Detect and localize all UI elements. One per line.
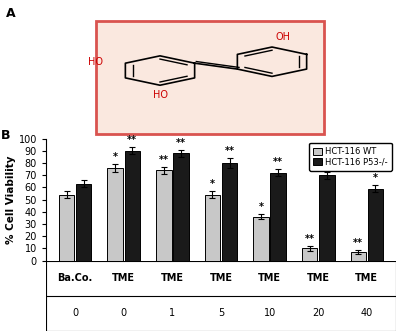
Bar [253, 217, 269, 261]
Bar [222, 163, 237, 261]
Bar [205, 195, 220, 261]
Bar [350, 252, 366, 261]
Text: 40: 40 [361, 308, 373, 318]
Bar [368, 189, 383, 261]
Bar [108, 168, 123, 261]
Text: **: ** [224, 146, 234, 156]
Bar [173, 153, 189, 261]
Text: **: ** [273, 157, 283, 167]
Y-axis label: % Cell Viability: % Cell Viability [6, 155, 16, 244]
Text: **: ** [176, 138, 186, 148]
Text: 0: 0 [72, 308, 78, 318]
Bar [156, 170, 172, 261]
Text: **: ** [159, 155, 169, 165]
Text: HO: HO [152, 91, 168, 101]
Text: 5: 5 [218, 308, 224, 318]
Bar [270, 173, 286, 261]
Text: HO: HO [88, 57, 103, 67]
Text: **: ** [127, 135, 137, 145]
Text: OH: OH [276, 32, 291, 42]
Text: 20: 20 [312, 308, 324, 318]
Text: TME: TME [112, 273, 135, 283]
Text: 1: 1 [169, 308, 176, 318]
Bar [302, 248, 318, 261]
Bar [124, 151, 140, 261]
FancyBboxPatch shape [96, 21, 324, 134]
Text: TME: TME [307, 273, 330, 283]
Text: 0: 0 [121, 308, 127, 318]
Text: *: * [210, 179, 215, 189]
Text: B: B [0, 129, 10, 142]
Text: **: ** [305, 234, 315, 244]
Bar [59, 195, 74, 261]
Text: TME: TME [355, 273, 378, 283]
Text: *: * [113, 152, 118, 162]
Text: **: ** [353, 238, 363, 248]
Text: *: * [259, 202, 264, 212]
Legend: HCT-116 WT, HCT-116 P53-/-: HCT-116 WT, HCT-116 P53-/- [309, 143, 392, 171]
Text: TME: TME [258, 273, 281, 283]
Text: **: ** [322, 160, 332, 170]
Bar [76, 184, 92, 261]
Text: A: A [6, 7, 16, 20]
Text: Ba.Co.: Ba.Co. [58, 273, 93, 283]
Text: *: * [373, 173, 378, 183]
Text: TME: TME [210, 273, 232, 283]
Bar [319, 175, 334, 261]
Text: TME: TME [161, 273, 184, 283]
Text: 10: 10 [264, 308, 276, 318]
